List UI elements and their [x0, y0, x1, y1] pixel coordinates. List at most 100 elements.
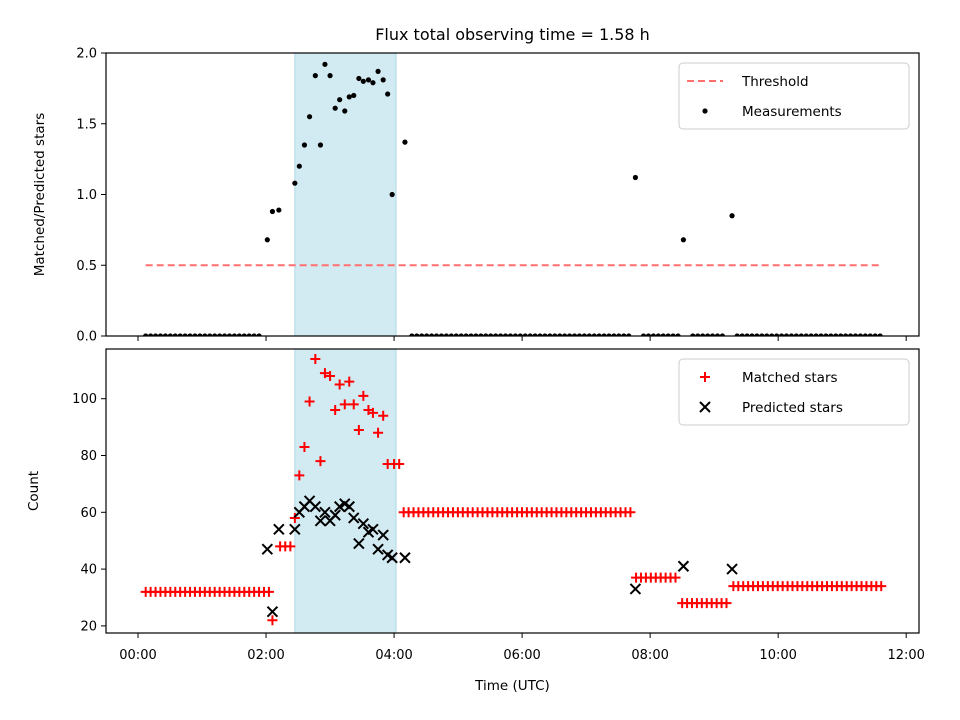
data-point-zero: [616, 333, 622, 336]
legend-entry-label: Measurements: [742, 104, 842, 120]
y-axis-label: Count: [26, 471, 42, 511]
data-point: [334, 379, 345, 390]
series-measurements: [143, 61, 883, 336]
y-tick-label: 0.5: [76, 259, 97, 274]
data-point: [309, 500, 322, 513]
legend: Matched stars Predicted stars: [678, 358, 910, 426]
data-point: [367, 407, 378, 418]
data-point-zero: [655, 333, 661, 336]
data-point-zero: [567, 333, 573, 336]
data-point-zero: [862, 333, 868, 336]
data-point: [267, 615, 278, 626]
data-point-zero: [502, 333, 509, 336]
data-point-zero: [852, 333, 859, 336]
data-point: [306, 114, 313, 120]
data-point-zero: [419, 333, 425, 336]
data-point-zero: [167, 333, 173, 336]
legend-box: [678, 358, 910, 426]
data-point: [329, 509, 341, 521]
data-point-zero: [488, 333, 494, 336]
data-point: [632, 174, 639, 181]
data-point-zero: [734, 333, 740, 336]
data-point-zero: [562, 333, 568, 336]
data-point-zero: [705, 333, 711, 336]
x-tick-label: 00:00: [119, 648, 156, 663]
data-point-zero: [547, 333, 553, 336]
data-point-zero: [478, 333, 484, 336]
data-point: [314, 515, 327, 527]
data-point-zero: [709, 333, 716, 336]
data-point: [273, 523, 285, 536]
data-point-zero: [197, 333, 203, 336]
data-point: [343, 500, 355, 513]
data-point: [332, 105, 338, 111]
data-point: [629, 583, 642, 595]
data-point-baseline: [876, 581, 887, 592]
data-point: [358, 390, 369, 401]
data-point-zero: [552, 333, 558, 336]
data-point: [394, 459, 405, 470]
data-point-zero: [448, 333, 454, 336]
data-point-zero: [665, 333, 671, 336]
data-point: [346, 94, 352, 100]
data-point-zero: [251, 333, 257, 336]
data-point-zero: [621, 333, 627, 336]
data-point-zero: [246, 333, 252, 336]
y-tick-label: 40: [80, 563, 97, 578]
data-point-zero: [192, 333, 198, 336]
data-point-zero: [557, 333, 563, 336]
data-point-zero: [517, 333, 523, 336]
data-point-zero: [838, 333, 844, 336]
data-point: [726, 563, 738, 575]
data-point-zero: [576, 333, 583, 336]
data-point-zero: [409, 333, 415, 336]
data-point-zero: [172, 333, 178, 336]
data-point: [327, 73, 333, 79]
data-point: [385, 91, 391, 97]
data-point-zero: [571, 333, 578, 336]
data-point-zero: [221, 333, 228, 336]
legend-predicted-swatch: [699, 401, 711, 413]
legend: Threshold Measurements: [678, 62, 910, 130]
data-point: [386, 552, 398, 564]
x-axis-label: Time (UTC): [474, 678, 550, 694]
y-axis-label: Matched/Predicted stars: [32, 113, 48, 276]
data-point-zero: [458, 333, 464, 336]
data-point-zero: [148, 333, 154, 336]
data-point: [264, 237, 270, 243]
data-point-zero: [833, 333, 839, 336]
data-point-zero: [591, 333, 597, 336]
y-tick-label: 2.0: [76, 47, 97, 62]
data-point-baseline: [670, 572, 681, 583]
data-point: [337, 97, 343, 103]
data-point: [373, 427, 384, 438]
data-point-zero: [867, 333, 873, 336]
data-point: [389, 191, 395, 198]
data-point-zero: [877, 333, 883, 336]
data-point: [292, 180, 298, 186]
data-point: [342, 108, 348, 114]
data-point-zero: [152, 333, 159, 336]
data-point: [365, 77, 372, 83]
data-point: [301, 142, 308, 148]
data-point: [276, 207, 282, 213]
data-point: [317, 142, 324, 148]
data-point: [285, 541, 296, 552]
data-point: [360, 78, 366, 84]
data-point: [729, 213, 735, 219]
data-point-zero: [783, 333, 790, 336]
data-point: [344, 376, 355, 387]
data-point: [348, 399, 359, 410]
data-point-zero: [483, 333, 489, 336]
y-tick-label: 1.0: [76, 188, 97, 203]
x-tick-label: 12:00: [887, 648, 924, 663]
x-tick-label: 02:00: [247, 648, 284, 663]
observing-window-band: [294, 53, 397, 336]
data-point-zero: [596, 333, 602, 336]
chart-title: Flux total observing time = 1.58 h: [375, 25, 650, 44]
data-point: [680, 237, 687, 243]
data-point: [357, 517, 370, 530]
data-point-zero: [256, 333, 262, 336]
legend-matched-swatch: [700, 372, 710, 382]
